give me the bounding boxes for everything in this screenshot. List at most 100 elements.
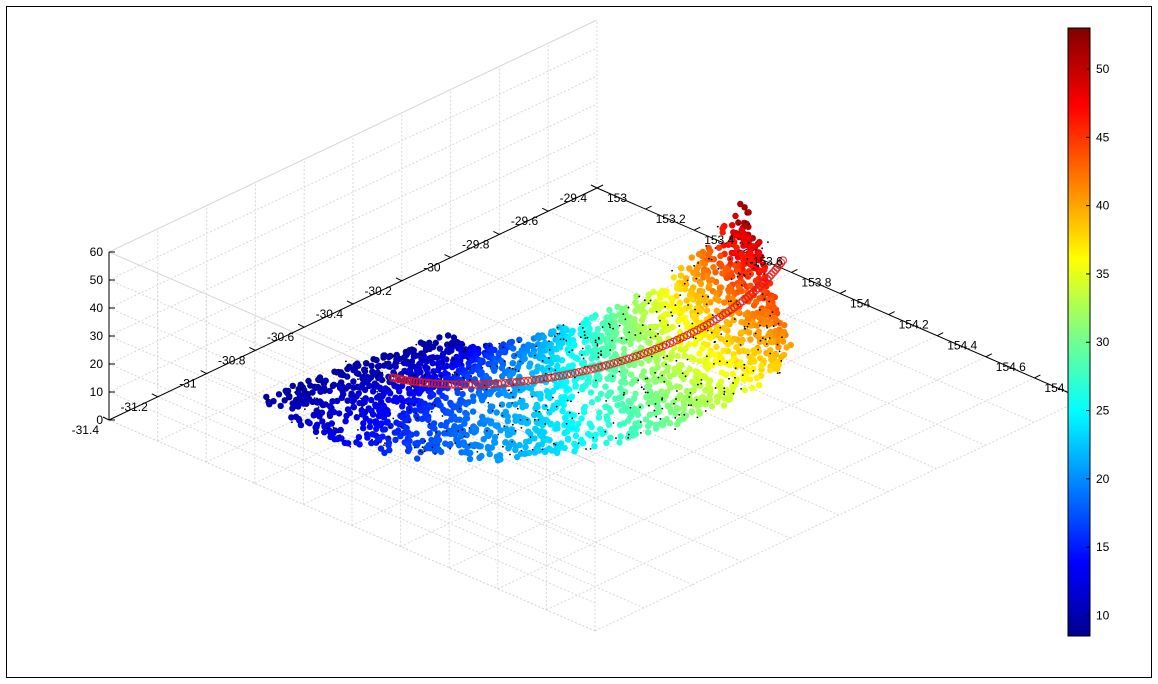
- data-point: [509, 360, 516, 367]
- data-point: [605, 421, 613, 428]
- data-point: [733, 344, 740, 351]
- data-point: [479, 397, 486, 404]
- black-dot-point: [594, 339, 597, 342]
- data-point: [691, 315, 699, 322]
- black-dot-point: [568, 351, 571, 353]
- black-dot-point: [377, 442, 379, 444]
- black-dot-point: [413, 404, 415, 406]
- black-dot-point: [334, 429, 336, 432]
- data-point: [587, 389, 595, 396]
- data-point: [678, 362, 685, 369]
- data-point: [562, 325, 569, 332]
- y-tick-label: -29.6: [511, 214, 539, 228]
- black-dot-point: [546, 409, 549, 411]
- black-dot-point: [294, 391, 296, 394]
- data-point: [514, 453, 521, 461]
- data-point: [387, 422, 394, 430]
- data-point: [683, 387, 690, 395]
- data-point: [547, 421, 554, 428]
- z-tick-label: 20: [90, 357, 104, 371]
- data-point: [495, 391, 502, 398]
- data-point: [745, 223, 752, 231]
- black-dot-point: [678, 413, 681, 416]
- data-point: [289, 382, 296, 390]
- black-dot-point: [392, 354, 395, 357]
- data-point: [337, 426, 344, 434]
- black-dot-point: [454, 442, 457, 444]
- black-dot-point: [723, 390, 726, 393]
- black-dot-point: [641, 324, 644, 326]
- black-dot-point: [612, 422, 615, 424]
- data-point: [368, 396, 375, 404]
- black-dot-point: [405, 350, 408, 353]
- data-point: [364, 434, 371, 441]
- black-dot-point: [556, 332, 559, 335]
- black-dot-point: [706, 400, 709, 403]
- data-point: [594, 325, 602, 333]
- black-dot-point: [537, 419, 540, 421]
- black-dot-point: [453, 358, 455, 360]
- data-point: [527, 430, 534, 438]
- data-point: [312, 424, 319, 431]
- black-dot-point: [497, 433, 500, 436]
- black-dot-point: [690, 404, 692, 406]
- black-dot-point: [646, 377, 649, 380]
- data-point: [740, 230, 747, 237]
- black-dot-point: [498, 342, 501, 345]
- x-tick-mark: [839, 290, 847, 294]
- black-dot-point: [463, 435, 466, 438]
- y-tick-label: -30.2: [364, 284, 392, 298]
- black-dot-point: [767, 241, 769, 244]
- data-point: [369, 388, 377, 395]
- data-point: [587, 331, 594, 338]
- data-point: [362, 360, 370, 367]
- y-tick-mark: [200, 370, 207, 375]
- data-point: [737, 340, 745, 347]
- data-point: [595, 414, 603, 421]
- data-point: [653, 391, 660, 398]
- data-point: [620, 407, 628, 414]
- data-point: [728, 249, 735, 257]
- y-tick-mark: [493, 230, 500, 235]
- black-dot-point: [364, 388, 367, 391]
- data-point: [381, 449, 388, 456]
- colorbar-tick-label: 50: [1096, 62, 1110, 76]
- black-dot-point: [411, 397, 414, 399]
- black-dot-point: [502, 346, 505, 349]
- data-point: [644, 429, 652, 436]
- black-dot-point: [640, 386, 643, 389]
- black-dot-point: [535, 345, 538, 348]
- black-dot-point: [424, 373, 426, 376]
- black-dot-point: [766, 263, 769, 265]
- data-point: [393, 398, 401, 405]
- data-point: [306, 420, 313, 427]
- data-point: [431, 425, 438, 432]
- data-point: [512, 446, 519, 454]
- data-point: [462, 400, 470, 408]
- black-dot-point: [287, 392, 290, 395]
- data-point: [404, 447, 412, 455]
- data-point: [604, 392, 612, 399]
- x-tick-mark: [596, 184, 604, 189]
- black-dot-point: [380, 425, 383, 428]
- black-dot-point: [625, 338, 628, 341]
- data-point: [741, 386, 748, 394]
- data-point: [572, 382, 579, 389]
- data-point: [737, 273, 744, 281]
- data-point: [682, 370, 690, 377]
- data-point: [564, 435, 572, 442]
- data-point: [486, 431, 493, 438]
- black-dot-point: [644, 391, 647, 394]
- data-point: [557, 344, 564, 351]
- data-point: [312, 384, 319, 391]
- data-point: [737, 359, 744, 366]
- x-tick-label: 153.4: [704, 233, 734, 247]
- data-point: [461, 420, 468, 427]
- black-dot-point: [687, 304, 689, 306]
- black-dot-point: [467, 367, 470, 370]
- data-point: [616, 439, 623, 446]
- black-dot-point: [648, 404, 650, 407]
- black-dot-point: [665, 363, 667, 366]
- data-point: [521, 355, 528, 362]
- data-point: [677, 392, 684, 399]
